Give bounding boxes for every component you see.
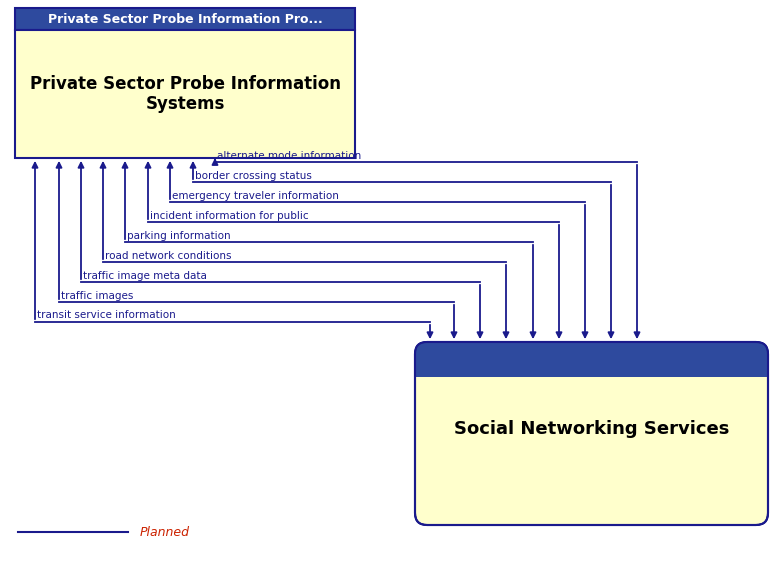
- FancyBboxPatch shape: [15, 30, 355, 158]
- Text: road network conditions: road network conditions: [105, 251, 232, 260]
- Text: Planned: Planned: [140, 526, 190, 539]
- FancyBboxPatch shape: [415, 342, 768, 377]
- Text: Private Sector Probe Information
Systems: Private Sector Probe Information Systems: [30, 75, 341, 113]
- Text: transit service information: transit service information: [37, 310, 175, 320]
- FancyBboxPatch shape: [15, 8, 355, 30]
- Text: Private Sector Probe Information Pro...: Private Sector Probe Information Pro...: [48, 12, 323, 25]
- Text: border crossing status: border crossing status: [195, 171, 312, 181]
- FancyBboxPatch shape: [415, 342, 768, 525]
- Text: parking information: parking information: [127, 231, 231, 241]
- Text: emergency traveler information: emergency traveler information: [172, 191, 339, 200]
- Text: traffic image meta data: traffic image meta data: [83, 270, 207, 280]
- Text: incident information for public: incident information for public: [150, 210, 309, 220]
- FancyBboxPatch shape: [415, 360, 768, 377]
- Text: Social Networking Services: Social Networking Services: [454, 420, 729, 438]
- Text: alternate mode information: alternate mode information: [217, 150, 361, 160]
- Text: traffic images: traffic images: [61, 291, 133, 301]
